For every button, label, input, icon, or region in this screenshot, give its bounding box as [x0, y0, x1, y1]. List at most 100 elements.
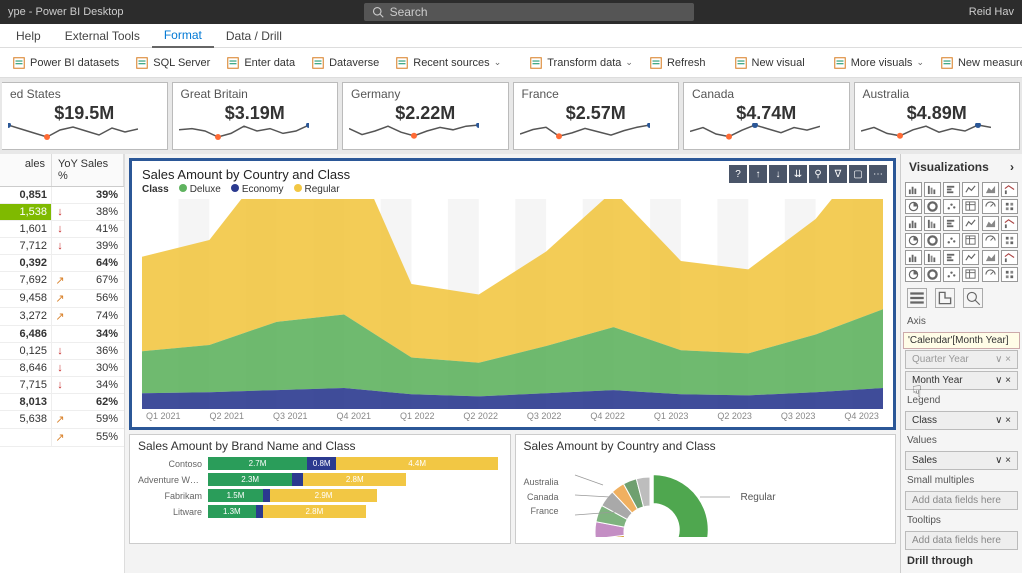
vis-type-icon[interactable]	[905, 182, 922, 197]
vis-type-icon[interactable]	[1001, 199, 1018, 214]
table-row[interactable]: 1,538↓38%	[0, 204, 124, 221]
vis-type-icon[interactable]	[943, 182, 960, 197]
vis-type-icon[interactable]	[943, 267, 960, 282]
vis-type-icon[interactable]	[1001, 216, 1018, 231]
vis-type-icon[interactable]	[943, 233, 960, 248]
vis-type-icon[interactable]	[905, 216, 922, 231]
table-row[interactable]: 7,715↓34%	[0, 377, 124, 394]
kpi-australia[interactable]: Australia$4.89M	[854, 82, 1021, 150]
vis-type-icon[interactable]	[924, 267, 941, 282]
vis-action-icon[interactable]: ⋯	[869, 165, 887, 183]
vis-type-icon[interactable]	[962, 267, 979, 282]
vis-type-icon[interactable]	[962, 216, 979, 231]
kpi-ed-states[interactable]: ed States$19.5M	[2, 82, 168, 150]
vis-type-icon[interactable]	[982, 267, 999, 282]
vis-type-icon[interactable]	[905, 233, 922, 248]
vis-action-icon[interactable]: ⚲	[809, 165, 827, 183]
fields-tab[interactable]	[907, 288, 927, 308]
table-row[interactable]: 8,01362%	[0, 394, 124, 411]
field-class[interactable]: Class∨ ×	[905, 411, 1018, 430]
vis-type-icon[interactable]	[962, 182, 979, 197]
vis-type-icon[interactable]	[924, 199, 941, 214]
vis-type-icon[interactable]	[905, 250, 922, 265]
area-chart-card[interactable]: ?↑↓⇊⚲∇▢⋯ Sales Amount by Country and Cla…	[129, 158, 896, 430]
vis-type-icon[interactable]	[962, 199, 979, 214]
vis-type-icon[interactable]	[1001, 182, 1018, 197]
vis-subtabs	[901, 284, 1022, 312]
add-fields-small[interactable]: Add data fields here	[905, 491, 1018, 510]
table-row[interactable]: 8,646↓30%	[0, 360, 124, 377]
format-tab[interactable]	[935, 288, 955, 308]
tab-format[interactable]: Format	[152, 24, 214, 48]
ribbon-refresh[interactable]: Refresh	[643, 53, 712, 73]
vis-type-icon[interactable]	[1001, 233, 1018, 248]
kpi-canada[interactable]: Canada$4.74M	[683, 82, 850, 150]
search-box[interactable]: Search	[364, 3, 694, 21]
field-quarter-year[interactable]: Quarter Year∨ ×	[905, 350, 1018, 369]
table-row[interactable]: 0,85139%	[0, 187, 124, 204]
vis-action-icon[interactable]: ▢	[849, 165, 867, 183]
drill-through-header: Drill through	[901, 551, 1022, 571]
country-donut-chart[interactable]: Sales Amount by Country and Class Austra…	[515, 434, 897, 544]
vis-action-icon[interactable]: ↓	[769, 165, 787, 183]
brand-bar-chart[interactable]: Sales Amount by Brand Name and Class Con…	[129, 434, 511, 544]
vis-type-icon[interactable]	[924, 233, 941, 248]
vis-type-icon[interactable]	[1001, 267, 1018, 282]
vis-type-icon[interactable]	[982, 216, 999, 231]
vis-type-icon[interactable]	[943, 216, 960, 231]
chevron-right-icon[interactable]: ›	[1010, 160, 1014, 174]
vis-action-icon[interactable]: ⇊	[789, 165, 807, 183]
ribbon-dataverse[interactable]: Dataverse	[305, 53, 385, 73]
table-row[interactable]: 7,692↗67%	[0, 272, 124, 290]
field-sales[interactable]: Sales∨ ×	[905, 451, 1018, 470]
kpi-france[interactable]: France$2.57M	[513, 82, 680, 150]
table-row[interactable]: 5,638↗59%	[0, 411, 124, 429]
vis-type-icon[interactable]	[905, 267, 922, 282]
ribbon-power-bi-datasets[interactable]: Power BI datasets	[6, 53, 125, 73]
vis-type-icon[interactable]	[982, 233, 999, 248]
brand-bar-row[interactable]: Contoso2.7M0.8M4.4M	[138, 457, 502, 470]
field-month-year[interactable]: Month Year∨ × ☟	[905, 371, 1018, 390]
vis-type-icon[interactable]	[982, 182, 999, 197]
yoy-sales-table[interactable]: ales YoY Sales % 0,85139%1,538↓38%1,601↓…	[0, 154, 125, 573]
vis-type-icon[interactable]	[905, 199, 922, 214]
table-row[interactable]: 6,48634%	[0, 326, 124, 343]
vis-action-icon[interactable]: ?	[729, 165, 747, 183]
vis-type-icon[interactable]	[924, 250, 941, 265]
ribbon-new-measure[interactable]: New measure	[934, 53, 1022, 73]
vis-type-icon[interactable]	[962, 250, 979, 265]
ribbon-more-visuals[interactable]: More visuals ⌄	[827, 53, 930, 73]
table-row[interactable]: 7,712↓39%	[0, 238, 124, 255]
vis-action-icon[interactable]: ∇	[829, 165, 847, 183]
vis-type-icon[interactable]	[962, 233, 979, 248]
vis-type-icon[interactable]	[924, 182, 941, 197]
ribbon-enter-data[interactable]: Enter data	[220, 53, 301, 73]
kpi-germany[interactable]: Germany$2.22M	[342, 82, 509, 150]
ribbon-sql-server[interactable]: SQL Server	[129, 53, 216, 73]
table-row[interactable]: 0,39264%	[0, 255, 124, 272]
analytics-tab[interactable]	[963, 288, 983, 308]
kpi-great-britain[interactable]: Great Britain$3.19M	[172, 82, 339, 150]
add-fields-tooltips[interactable]: Add data fields here	[905, 531, 1018, 550]
brand-bar-row[interactable]: Adventure Wo…2.3M2.8M	[138, 473, 502, 486]
table-row[interactable]: 0,125↓36%	[0, 343, 124, 360]
ribbon-transform-data[interactable]: Transform data ⌄	[523, 53, 639, 73]
ribbon-recent-sources[interactable]: Recent sources ⌄	[389, 53, 507, 73]
table-row[interactable]: 1,601↓41%	[0, 221, 124, 238]
tab-data-drill[interactable]: Data / Drill	[214, 25, 294, 47]
vis-type-icon[interactable]	[924, 216, 941, 231]
vis-type-icon[interactable]	[943, 250, 960, 265]
vis-type-icon[interactable]	[982, 199, 999, 214]
table-row[interactable]: 3,272↗74%	[0, 308, 124, 326]
tab-external-tools[interactable]: External Tools	[53, 25, 152, 47]
tab-help[interactable]: Help	[4, 25, 53, 47]
brand-bar-row[interactable]: Fabrikam1.5M2.9M	[138, 489, 502, 502]
brand-bar-row[interactable]: Litware1.3M2.8M	[138, 505, 502, 518]
ribbon-new-visual[interactable]: New visual	[728, 53, 811, 73]
table-row[interactable]: 9,458↗56%	[0, 290, 124, 308]
vis-type-icon[interactable]	[1001, 250, 1018, 265]
vis-action-icon[interactable]: ↑	[749, 165, 767, 183]
table-row[interactable]: ↗55%	[0, 429, 124, 447]
vis-type-icon[interactable]	[982, 250, 999, 265]
vis-type-icon[interactable]	[943, 199, 960, 214]
